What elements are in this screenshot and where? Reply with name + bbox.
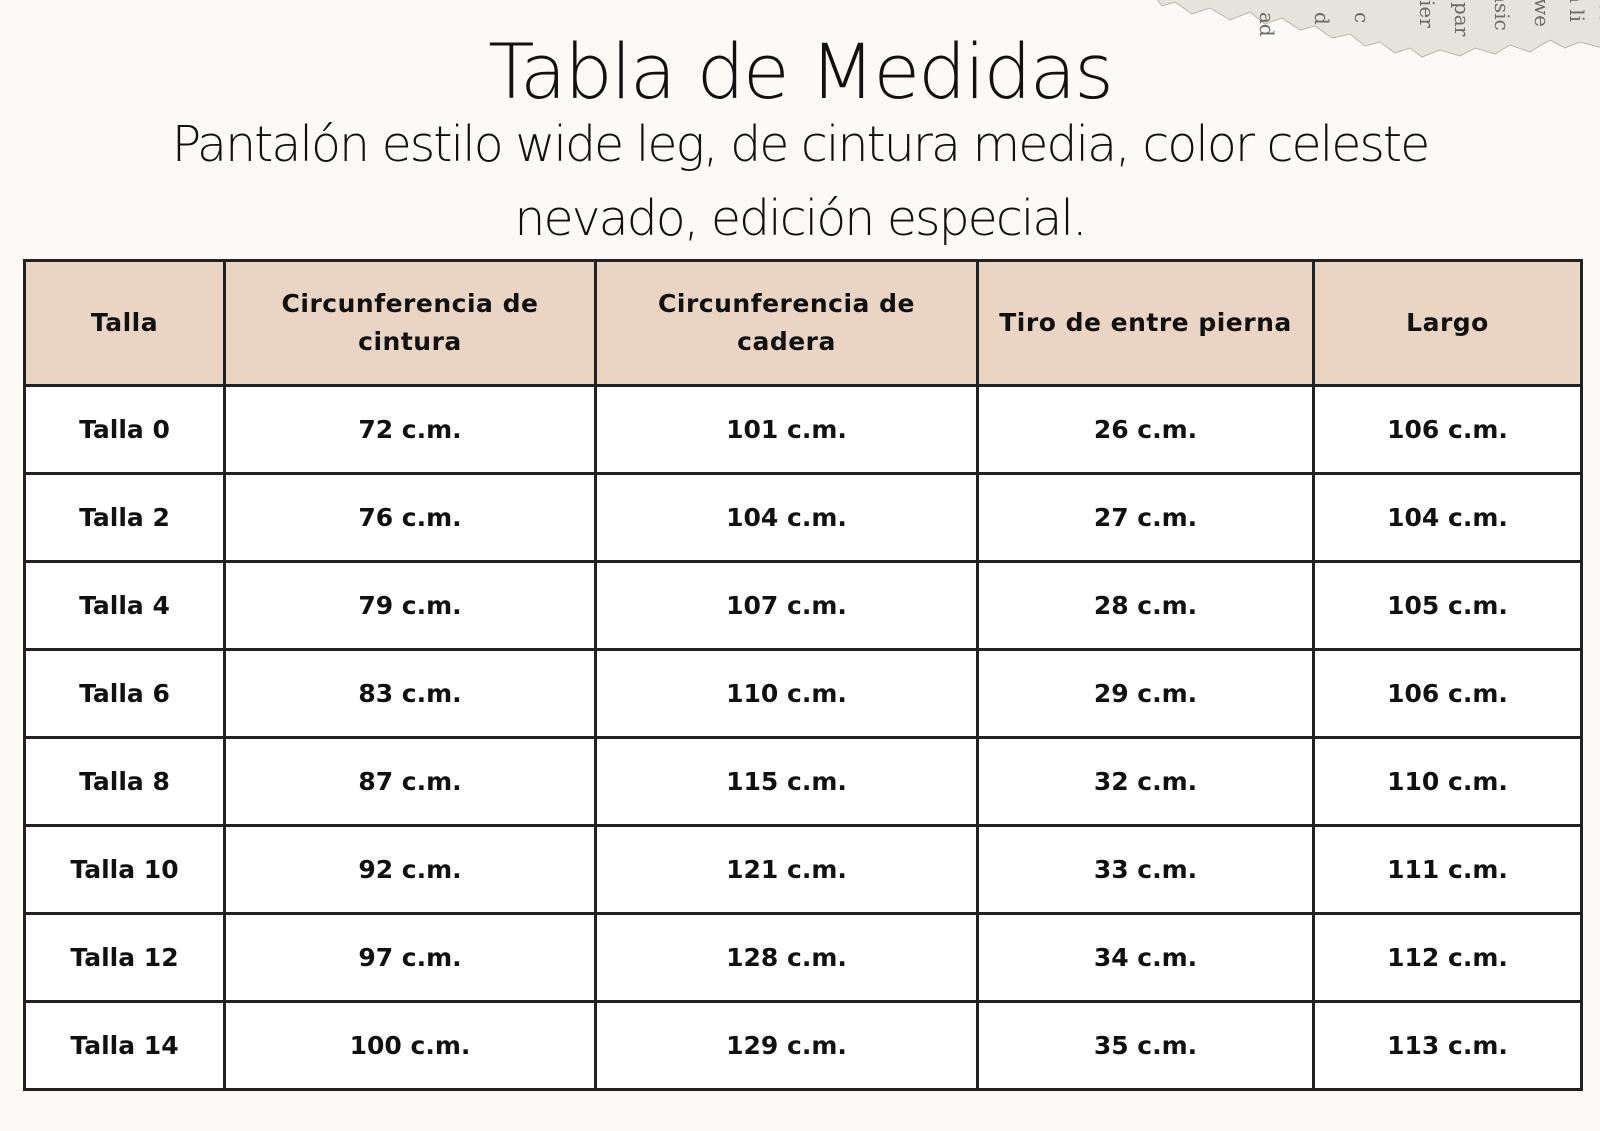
cell-length: 106 c.m. — [1312, 384, 1583, 475]
table-row: Talla 10 92 c.m. 121 c.m. 33 c.m. 111 c.… — [23, 824, 1583, 915]
header-row: Talla Circunferencia de cintura Circunfe… — [23, 259, 1583, 387]
cell-waist: 92 c.m. — [223, 824, 597, 915]
page-subtitle: Pantalón estilo wide leg, de cintura med… — [171, 116, 1431, 247]
cell-inseam: 29 c.m. — [976, 648, 1315, 739]
cell-inseam: 35 c.m. — [976, 1000, 1315, 1091]
cell-hip: 101 c.m. — [594, 384, 979, 475]
cell-size: Talla 8 — [23, 736, 226, 827]
table-row: Talla 8 87 c.m. 115 c.m. 32 c.m. 110 c.m… — [23, 736, 1583, 827]
cell-inseam: 28 c.m. — [976, 560, 1315, 651]
cell-length: 104 c.m. — [1312, 472, 1583, 563]
cell-size: Talla 6 — [23, 648, 226, 739]
cell-size: Talla 10 — [23, 824, 226, 915]
cell-size: Talla 12 — [23, 912, 226, 1003]
cell-waist: 76 c.m. — [223, 472, 597, 563]
header-hip-circumference: Circunferencia de cadera — [594, 259, 979, 387]
cell-inseam: 26 c.m. — [976, 384, 1315, 475]
cell-size: Talla 14 — [23, 1000, 226, 1091]
page-title: Tabla de Medidas — [488, 27, 1114, 116]
cell-hip: 121 c.m. — [594, 824, 979, 915]
cell-length: 106 c.m. — [1312, 648, 1583, 739]
cell-length: 111 c.m. — [1312, 824, 1583, 915]
table-row: Talla 4 79 c.m. 107 c.m. 28 c.m. 105 c.m… — [23, 560, 1583, 651]
table-row: Talla 0 72 c.m. 101 c.m. 26 c.m. 106 c.m… — [23, 384, 1583, 475]
cell-waist: 97 c.m. — [223, 912, 597, 1003]
cell-hip: 107 c.m. — [594, 560, 979, 651]
cell-size: Talla 2 — [23, 472, 226, 563]
cell-waist: 79 c.m. — [223, 560, 597, 651]
table-header: Talla Circunferencia de cintura Circunfe… — [23, 259, 1583, 387]
cell-inseam: 34 c.m. — [976, 912, 1315, 1003]
cell-length: 110 c.m. — [1312, 736, 1583, 827]
size-table: Talla Circunferencia de cintura Circunfe… — [23, 259, 1583, 1091]
svg-text:n li: n li — [1565, 0, 1589, 22]
cell-hip: 110 c.m. — [594, 648, 979, 739]
cell-inseam: 32 c.m. — [976, 736, 1315, 827]
cell-waist: 72 c.m. — [223, 384, 597, 475]
table-row: Talla 6 83 c.m. 110 c.m. 29 c.m. 106 c.m… — [23, 648, 1583, 739]
cell-hip: 128 c.m. — [594, 912, 979, 1003]
cell-waist: 100 c.m. — [223, 1000, 597, 1091]
cell-waist: 83 c.m. — [223, 648, 597, 739]
header-waist-circumference: Circunferencia de cintura — [223, 259, 597, 387]
table-row: Talla 14 100 c.m. 129 c.m. 35 c.m. 113 c… — [23, 1000, 1583, 1091]
header-inseam: Tiro de entre pierna — [976, 259, 1315, 387]
cell-size: Talla 4 — [23, 560, 226, 651]
header-talla: Talla — [23, 259, 226, 387]
table-row: Talla 12 97 c.m. 128 c.m. 34 c.m. 112 c.… — [23, 912, 1583, 1003]
cell-hip: 104 c.m. — [594, 472, 979, 563]
cell-length: 113 c.m. — [1312, 1000, 1583, 1091]
table-body: Talla 0 72 c.m. 101 c.m. 26 c.m. 106 c.m… — [23, 384, 1583, 1091]
size-table-container: Talla Circunferencia de cintura Circunfe… — [23, 259, 1583, 1091]
cell-length: 112 c.m. — [1312, 912, 1583, 1003]
cell-length: 105 c.m. — [1312, 560, 1583, 651]
cell-hip: 129 c.m. — [594, 1000, 979, 1091]
cell-hip: 115 c.m. — [594, 736, 979, 827]
cell-size: Talla 0 — [23, 384, 226, 475]
header-length: Largo — [1312, 259, 1583, 387]
cell-inseam: 33 c.m. — [976, 824, 1315, 915]
cell-inseam: 27 c.m. — [976, 472, 1315, 563]
table-row: Talla 2 76 c.m. 104 c.m. 27 c.m. 104 c.m… — [23, 472, 1583, 563]
cell-waist: 87 c.m. — [223, 736, 597, 827]
